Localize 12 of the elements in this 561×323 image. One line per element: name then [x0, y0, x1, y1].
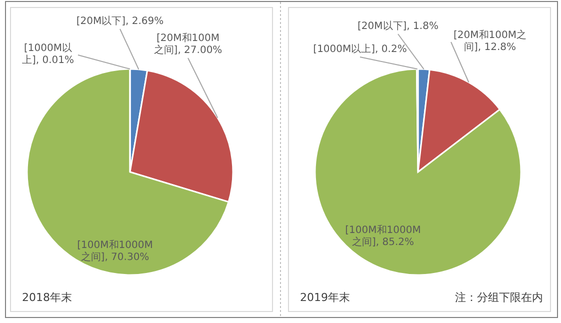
slice-label: [1000M以上], 0.2% [312, 44, 408, 56]
slice-label: [20M以下], 2.69% [75, 16, 165, 28]
slice-label: [100M和1000M之间], 85.2% [344, 225, 422, 249]
slice-label: [100M和1000M之间], 70.30% [76, 240, 154, 264]
pie-slice [314, 68, 522, 276]
slice-label: [20M以下], 1.8% [356, 21, 440, 33]
slice-label: [20M和100M之间], 27.00% [153, 33, 223, 57]
slice-label: [20M和100M之间], 12.8% [452, 30, 528, 54]
text: 2018年末 [22, 290, 72, 305]
text: 注：分组下限在内 [455, 290, 543, 305]
slice-label: [1000M以上], 0.01% [20, 43, 76, 67]
text: 2019年末 [300, 290, 350, 305]
